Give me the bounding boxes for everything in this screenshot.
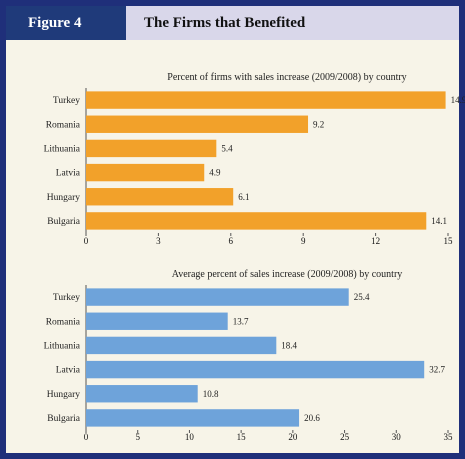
figure-header: Figure 4 The Firms that Benefited	[6, 6, 459, 40]
category-label-0-5: Bulgaria	[47, 217, 80, 227]
bar-0-1	[86, 115, 309, 133]
category-label-1-4: Hungary	[47, 390, 80, 400]
bar-1-4	[86, 385, 198, 403]
x-tick-label-0-2: 6	[229, 236, 234, 246]
x-tick-label-1-1: 5	[135, 432, 140, 442]
x-tick-label-1-0: 0	[84, 432, 89, 442]
x-tick-label-0-4: 12	[371, 236, 380, 246]
x-tick-label-1-3: 15	[237, 432, 247, 442]
category-label-1-5: Bulgaria	[47, 414, 80, 424]
value-label-0-0: 14.9	[451, 95, 465, 105]
value-label-1-1: 13.7	[233, 316, 249, 326]
category-label-0-3: Latvia	[56, 169, 81, 179]
category-label-0-2: Lithuania	[44, 144, 81, 154]
x-tick-label-0-0: 0	[84, 236, 89, 246]
bar-0-0	[86, 91, 446, 109]
bar-1-0	[86, 288, 349, 306]
category-label-1-3: Latvia	[56, 366, 81, 376]
value-label-1-4: 10.8	[203, 389, 219, 399]
value-label-0-4: 6.1	[238, 192, 249, 202]
category-label-1-0: Turkey	[53, 293, 80, 303]
bar-0-5	[86, 212, 427, 230]
x-tick-label-1-7: 35	[444, 432, 454, 442]
category-label-0-0: Turkey	[53, 96, 80, 106]
bar-1-1	[86, 312, 228, 330]
bar-1-2	[86, 336, 277, 355]
value-label-0-1: 9.2	[313, 119, 324, 129]
x-tick-label-0-3: 9	[301, 236, 306, 246]
x-tick-label-1-5: 25	[340, 432, 350, 442]
category-label-0-1: Romania	[46, 120, 81, 130]
bar-0-2	[86, 139, 217, 158]
category-label-1-1: Romania	[46, 317, 81, 327]
figure-label: Figure 4	[6, 6, 126, 40]
x-tick-label-0-1: 3	[156, 236, 161, 246]
x-tick-label-1-2: 10	[185, 432, 195, 442]
value-label-0-2: 5.4	[221, 143, 233, 153]
bar-1-5	[86, 409, 300, 427]
x-tick-label-1-6: 30	[392, 432, 402, 442]
category-label-1-2: Lithuania	[44, 341, 81, 351]
bar-1-3	[86, 360, 425, 379]
category-label-0-4: Hungary	[47, 193, 80, 203]
chart-title-1: Average percent of sales increase (2009/…	[172, 269, 403, 280]
bar-0-3	[86, 163, 205, 182]
value-label-1-0: 25.4	[354, 292, 370, 302]
x-tick-label-0-5: 15	[444, 236, 454, 246]
value-label-1-2: 18.4	[281, 340, 297, 350]
value-label-0-5: 14.1	[431, 216, 447, 226]
value-label-1-3: 32.7	[429, 365, 445, 375]
value-label-0-3: 4.9	[209, 168, 221, 178]
chart-title-0: Percent of firms with sales increase (20…	[167, 72, 406, 83]
x-tick-label-1-4: 20	[288, 432, 298, 442]
figure-title: The Firms that Benefited	[144, 14, 306, 31]
bar-0-4	[86, 188, 234, 206]
value-label-1-5: 20.6	[304, 413, 320, 423]
